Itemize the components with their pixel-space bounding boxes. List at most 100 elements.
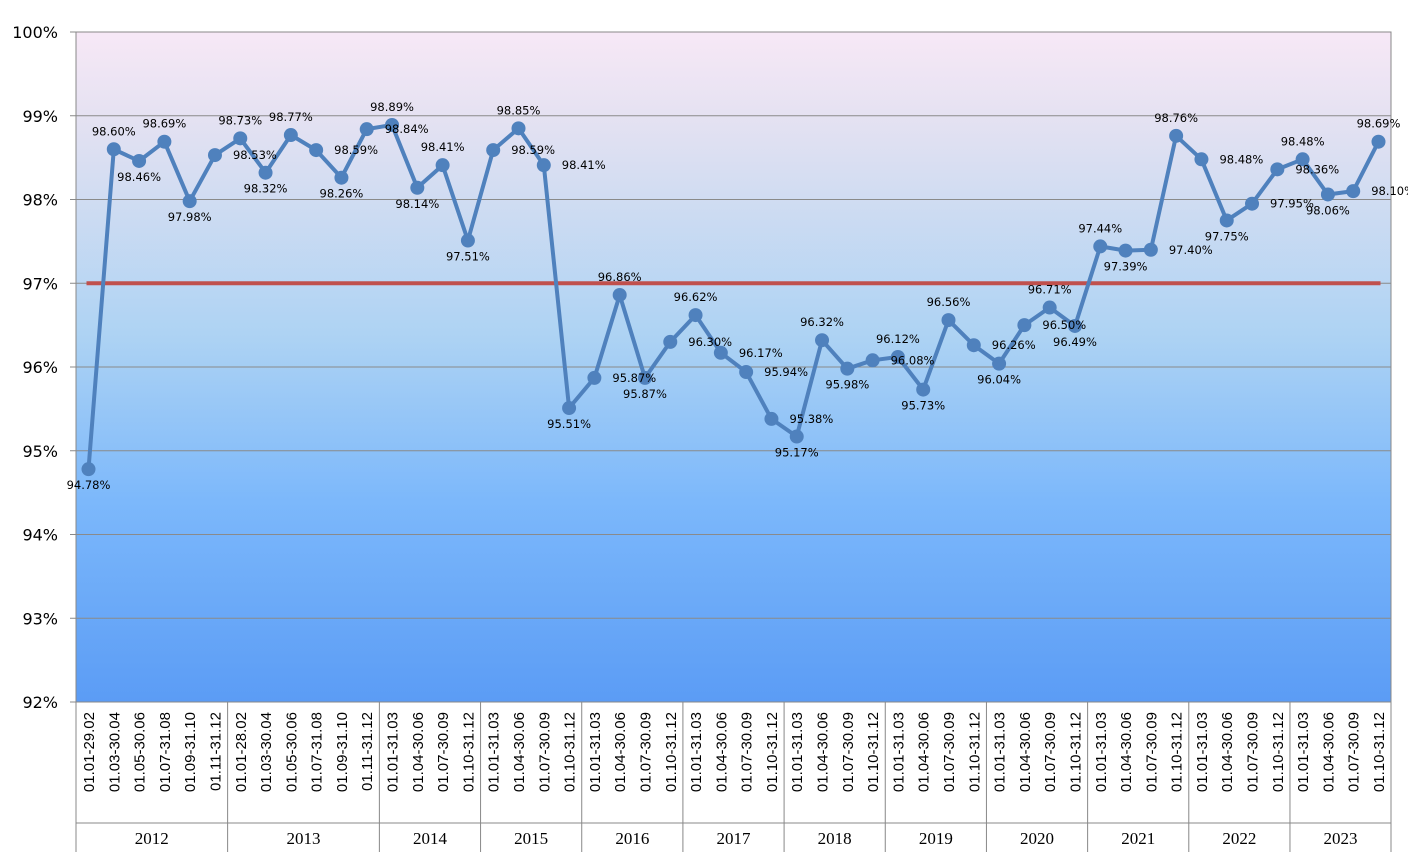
data-label: 95.17% xyxy=(775,446,819,460)
data-point xyxy=(283,128,298,143)
y-tick-label: 94% xyxy=(22,526,58,545)
data-label: 98.48% xyxy=(1281,134,1325,148)
data-label: 98.59% xyxy=(511,143,555,157)
data-label: 95.87% xyxy=(612,371,656,385)
data-point xyxy=(815,333,830,348)
data-label: 98.60% xyxy=(92,124,136,138)
x-tick-label: 01.07-31.08 xyxy=(157,712,174,792)
data-point xyxy=(486,143,501,158)
x-tick-label: 01.07-30.09 xyxy=(739,712,756,792)
group-label: 2016 xyxy=(615,829,649,848)
x-tick-label: 01.05-30.06 xyxy=(283,712,300,792)
data-label: 98.41% xyxy=(562,158,606,172)
data-point xyxy=(890,349,905,364)
x-tick-label: 01.05-30.06 xyxy=(132,712,149,792)
x-tick-label: 01.07-30.09 xyxy=(1245,712,1262,792)
data-point xyxy=(1270,162,1285,177)
group-label: 2022 xyxy=(1222,829,1256,848)
data-point xyxy=(385,117,400,132)
data-point xyxy=(1219,213,1234,228)
data-label: 98.76% xyxy=(1154,111,1198,125)
x-tick-label: 01.07-30.09 xyxy=(840,712,857,792)
group-label: 2020 xyxy=(1020,829,1054,848)
data-label: 96.49% xyxy=(1053,335,1097,349)
data-label: 98.36% xyxy=(1295,162,1339,176)
x-tick-label: 01.10-31.12 xyxy=(1270,712,1287,792)
y-axis: 92% 93% 94% 95% 96% 97% 98% 99% 100% xyxy=(12,23,76,712)
x-tick-label: 01.10-31.12 xyxy=(966,712,983,792)
data-label: 96.32% xyxy=(800,315,844,329)
data-label: 98.14% xyxy=(395,197,439,211)
data-point xyxy=(1169,128,1184,143)
x-tick-label: 01.09-31.10 xyxy=(334,712,351,792)
data-point xyxy=(1017,318,1032,333)
data-label: 98.73% xyxy=(218,113,262,127)
y-tick-label: 96% xyxy=(22,358,58,377)
x-tick-label: 01.04-30.06 xyxy=(410,712,427,792)
x-tick-label: 01.07-30.09 xyxy=(536,712,553,792)
group-label: 2018 xyxy=(818,829,852,848)
x-tick-label: 01.10-31.12 xyxy=(1371,712,1388,792)
data-point xyxy=(941,313,956,328)
y-tick-label: 98% xyxy=(22,191,58,210)
data-label: 98.06% xyxy=(1306,203,1350,217)
data-point xyxy=(258,165,273,180)
data-label: 97.51% xyxy=(446,250,490,264)
data-label: 98.69% xyxy=(1357,117,1401,131)
x-tick-label: 01.01-31.03 xyxy=(789,712,806,792)
data-point xyxy=(359,122,374,137)
data-point xyxy=(157,134,172,149)
data-labels: 94.78% 98.60% 98.46% 98.69% 97.98% 98.53% 98.7… xyxy=(67,100,1408,492)
y-tick-label: 97% xyxy=(22,274,58,293)
data-label: 98.41% xyxy=(421,140,465,154)
x-tick-label: 01.04-30.06 xyxy=(1017,712,1034,792)
data-point xyxy=(739,365,754,380)
x-tick-label: 01.04-30.06 xyxy=(713,712,730,792)
data-label: 95.94% xyxy=(764,365,808,379)
x-tick-label: 01.10-31.12 xyxy=(1169,712,1186,792)
data-label: 98.46% xyxy=(117,170,161,184)
data-point xyxy=(1371,134,1386,149)
data-label: 97.95% xyxy=(1270,197,1314,211)
data-point xyxy=(410,180,425,195)
x-tick-label: 01.04-30.06 xyxy=(1118,712,1135,792)
x-tick-label: 01.10-31.12 xyxy=(460,712,477,792)
data-label: 95.51% xyxy=(547,417,591,431)
y-tick-label: 93% xyxy=(22,609,58,628)
x-tick-label: 01.07-30.09 xyxy=(1346,712,1363,792)
data-label: 98.10% xyxy=(1371,184,1408,198)
data-label: 95.87% xyxy=(623,387,667,401)
data-label: 97.75% xyxy=(1205,229,1249,243)
data-point xyxy=(637,370,652,385)
x-tick-label: 01.04-30.06 xyxy=(1219,712,1236,792)
data-point xyxy=(1118,243,1133,258)
x-tick-label: 01.01-31.03 xyxy=(1093,712,1110,792)
data-label: 98.26% xyxy=(320,187,364,201)
group-label: 2012 xyxy=(135,829,169,848)
x-tick-label: 01.11-31.12 xyxy=(207,712,224,791)
data-point xyxy=(713,345,728,360)
x-tick-label: 01.01-31.03 xyxy=(890,712,907,792)
data-point xyxy=(612,287,627,302)
y-tick-label: 92% xyxy=(22,693,58,712)
data-label: 95.38% xyxy=(789,412,833,426)
data-point xyxy=(587,370,602,385)
data-label: 96.12% xyxy=(876,332,920,346)
data-point xyxy=(1295,152,1310,167)
x-tick-label: 01.10-31.12 xyxy=(562,712,579,792)
data-point xyxy=(1067,318,1082,333)
x-tick-label: 01.11-31.12 xyxy=(359,712,376,791)
data-point xyxy=(460,233,475,248)
x-tick-label: 01.10-31.12 xyxy=(865,712,882,792)
data-label: 95.98% xyxy=(825,378,869,392)
data-label: 98.89% xyxy=(370,100,414,114)
data-label: 96.86% xyxy=(598,270,642,284)
data-point xyxy=(511,121,526,136)
data-point xyxy=(764,411,779,426)
group-label: 2017 xyxy=(717,829,752,848)
data-point xyxy=(207,148,222,163)
group-label: 2013 xyxy=(287,829,321,848)
series-line xyxy=(81,117,1386,477)
data-point xyxy=(233,131,248,146)
